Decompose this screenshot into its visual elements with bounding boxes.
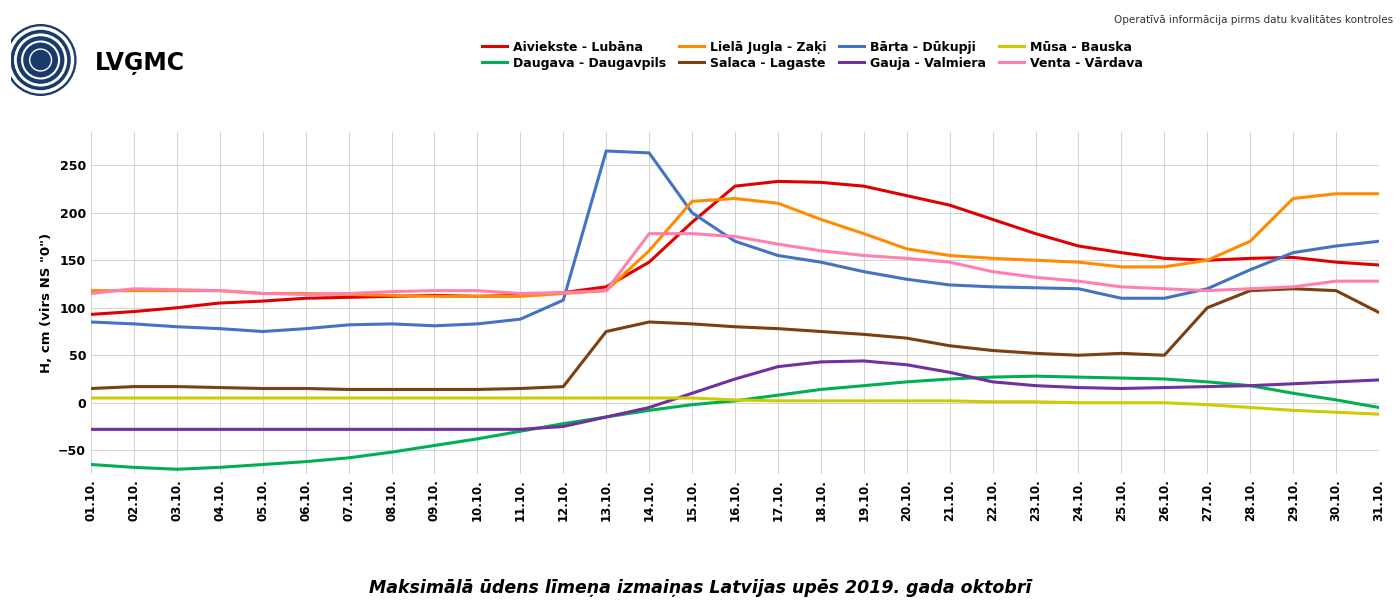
Text: LVĢMC: LVĢMC [95, 51, 185, 75]
Legend: Aiviekste - Lubāna, Daugava - Daugavpils, Lielā Jugla - Zaķi, Salaca - Lagaste, : Aiviekste - Lubāna, Daugava - Daugavpils… [477, 35, 1148, 75]
Y-axis label: H, cm (virs NS "0"): H, cm (virs NS "0") [39, 233, 53, 373]
Text: Maksimālā ūdens līmeņa izmaiņas Latvijas upēs 2019. gada oktobrī: Maksimālā ūdens līmeņa izmaiņas Latvijas… [368, 579, 1032, 597]
Text: Operatīvā informācija pirms datu kvalitātes kontroles: Operatīvā informācija pirms datu kvalitā… [1114, 15, 1393, 25]
Circle shape [6, 25, 76, 95]
